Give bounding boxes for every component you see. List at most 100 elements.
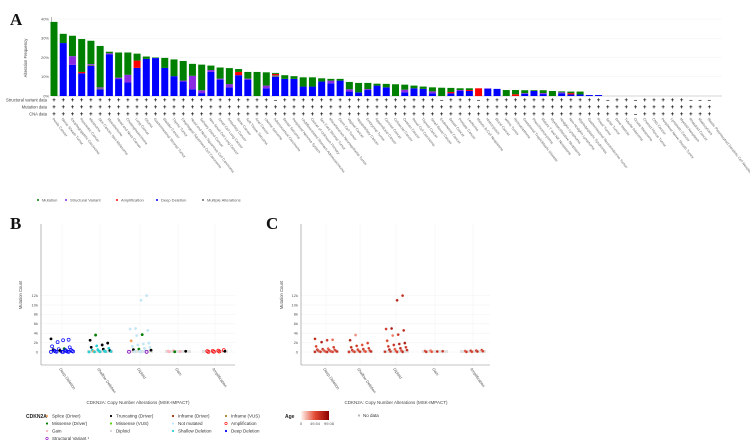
profiled-mark-structural-variant: + [218, 98, 222, 104]
x-tick-label: Shallow Deletion [356, 367, 377, 394]
profiled-mark-structural-variant: + [163, 98, 167, 104]
data-point [54, 349, 59, 354]
legend-swatch-nm [171, 422, 175, 425]
bar-segment-mutation [198, 64, 206, 91]
data-point [106, 341, 110, 345]
profiled-mark-structural-variant: + [301, 98, 305, 104]
bar-segment-mutation [253, 71, 261, 96]
profiled-mark-structural-variant: + [421, 98, 425, 104]
bar-segment-deep-deletion [216, 79, 224, 96]
data-point [430, 350, 434, 354]
bar-segment-amplification [235, 71, 243, 76]
profiled-mark-mutation: + [412, 105, 416, 111]
profiled-mark-structural-variant: + [246, 98, 250, 104]
y-tick-label: 10k [292, 302, 298, 307]
data-point [49, 337, 53, 341]
y-tick-label: 2k [34, 340, 38, 345]
y-tick-label: 0% [43, 93, 49, 98]
profiled-mark-cna: + [375, 112, 379, 118]
legend-label: Gain [52, 429, 62, 434]
profiled-mark-cna: + [578, 112, 582, 118]
profiled-mark-structural-variant: + [135, 98, 139, 104]
x-tick-label: Amplification [211, 367, 228, 388]
profiled-mark-structural-variant: + [311, 98, 315, 104]
profiled-mark-structural-variant: + [237, 98, 241, 104]
profiled-mark-cna: + [477, 112, 481, 118]
bar-segment-multiple-alterations [96, 88, 104, 90]
data-point [402, 328, 406, 332]
bar-segment-deep-deletion [299, 86, 307, 96]
profiled-mark-cna: + [615, 112, 619, 118]
data-point [130, 344, 134, 348]
bar-segment-deep-deletion [373, 85, 381, 96]
profiled-mark-cna: + [200, 112, 204, 118]
data-point [98, 350, 102, 354]
profiled-mark-mutation: + [606, 105, 610, 111]
legend-swatch-sv [45, 436, 49, 440]
bar-segment-mutation [401, 84, 409, 90]
profiled-mark-mutation: + [172, 105, 176, 111]
bar-segment-mutation [50, 21, 58, 97]
profiled-mark-mutation: + [468, 105, 472, 111]
data-point [403, 341, 407, 345]
data-point [335, 350, 339, 354]
bar-segment-deep-deletion [530, 90, 538, 96]
bar-segment-deep-deletion [105, 54, 113, 96]
bar-segment-mutation [124, 52, 132, 75]
bar-segment-mutation [68, 35, 76, 57]
profiled-mark-mutation: + [283, 105, 287, 111]
bar-segment-deep-deletion [124, 82, 132, 96]
data-point [313, 337, 317, 341]
bar-segment-amplification [475, 88, 483, 96]
bar-segment-deep-deletion [290, 78, 298, 96]
profiled-mark-cna: + [403, 112, 407, 118]
profiled-mark-structural-variant: + [468, 98, 472, 104]
profiled-mark-cna: + [366, 112, 370, 118]
profiled-mark-cna: + [661, 112, 665, 118]
legend-label: Not mutated [178, 421, 203, 426]
bar-segment-structural-variant [216, 78, 224, 80]
bar-segment-structural-variant [456, 90, 464, 91]
profiled-mark-structural-variant: + [588, 98, 592, 104]
data-point [424, 350, 428, 354]
bar-segment-deep-deletion [87, 65, 95, 96]
profiled-mark-mutation: + [680, 105, 684, 111]
data-point [55, 340, 60, 344]
bar-segment-deep-deletion [567, 94, 575, 96]
row-label-mutation: Mutation data [22, 105, 48, 110]
bar-segment-mutation [188, 63, 196, 76]
bar-segment-mutation [235, 69, 243, 72]
profiled-mark-structural-variant: + [357, 98, 361, 104]
data-point [149, 348, 153, 352]
profiled-mark-structural-variant: + [329, 98, 333, 104]
data-point [89, 345, 93, 349]
bar-segment-amplification [133, 60, 141, 68]
bar-segment-mutation [364, 82, 372, 90]
bar-segment-mutation [539, 90, 547, 94]
panel-b-scatter: Mutation Count CDKN2A: Copy Number Alter… [18, 224, 235, 405]
bar-segment-deep-deletion [152, 58, 160, 96]
bar-segment-amplification [567, 93, 575, 95]
bar-segment-mutation [530, 90, 538, 91]
profiled-mark-mutation: + [163, 105, 167, 111]
profiled-mark-mutation: + [274, 105, 278, 111]
bar-segment-mutation [567, 91, 575, 94]
profiled-mark-structural-variant: + [145, 98, 149, 104]
x-tick-label: Diploid [136, 367, 147, 380]
x-tick-label: Gain [431, 367, 440, 377]
bar-segment-structural-variant [179, 80, 187, 82]
profiled-mark-mutation: + [458, 105, 462, 111]
legend-swatch [37, 199, 39, 201]
y-tick-label: 0 [36, 349, 39, 354]
legend-title-age: Age [285, 414, 295, 420]
legend-label: Multiple Alterations [207, 198, 241, 203]
profiled-mark-mutation: + [108, 105, 112, 111]
profiled-mark-structural-variant: + [514, 98, 518, 104]
x-tick-label: Deep Deletion [322, 367, 341, 391]
profiled-mark-structural-variant: + [338, 98, 342, 104]
profiled-mark-structural-variant: + [551, 98, 555, 104]
bar-segment-structural-variant [521, 93, 529, 94]
profiled-mark-cna: + [274, 112, 278, 118]
data-point [93, 350, 96, 354]
profiled-mark-cna: + [505, 112, 509, 118]
